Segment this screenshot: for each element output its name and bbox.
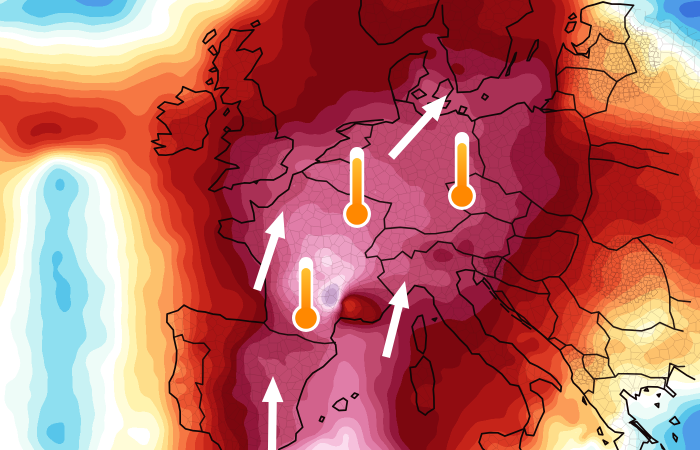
thermometer-icon	[343, 147, 371, 228]
arrow-shape	[253, 210, 286, 292]
contour-band	[16, 0, 700, 450]
district-borders-dense-texture	[277, 19, 669, 385]
arrow-up-icon	[382, 281, 410, 358]
district-stipple-layer	[277, 19, 669, 385]
contour-band	[274, 146, 431, 450]
arrow-up-icon	[261, 376, 284, 450]
thermometer-column	[457, 143, 467, 196]
thermometer-bulb	[451, 185, 473, 207]
contour-band	[282, 190, 382, 450]
coastlines	[150, 0, 696, 450]
arrow-shape	[387, 95, 447, 160]
contour-band	[328, 292, 335, 301]
contour-band	[210, 0, 580, 450]
thermometer-bulb	[346, 203, 368, 225]
arrow-up-right-icon	[387, 95, 447, 160]
district-texture-layer	[156, 0, 700, 450]
thermometer-icon	[448, 132, 476, 210]
thermometer-column	[352, 158, 362, 214]
arrow-shape	[382, 281, 410, 358]
coastline-layer	[150, 0, 696, 450]
contour-band	[321, 283, 339, 307]
contour-band	[257, 79, 486, 450]
contour-band	[324, 288, 338, 305]
arrow-shape	[261, 376, 284, 450]
arrow-up-icon	[253, 210, 286, 292]
district-borders-texture	[156, 0, 700, 450]
thermometer-column	[301, 268, 311, 318]
thermometer-bulb	[295, 307, 317, 329]
contour-band	[222, 33, 561, 450]
thermometer-icon	[292, 257, 320, 332]
contour-band	[679, 0, 700, 18]
contour-band	[311, 255, 350, 450]
marker-overlay-layer	[253, 95, 476, 450]
